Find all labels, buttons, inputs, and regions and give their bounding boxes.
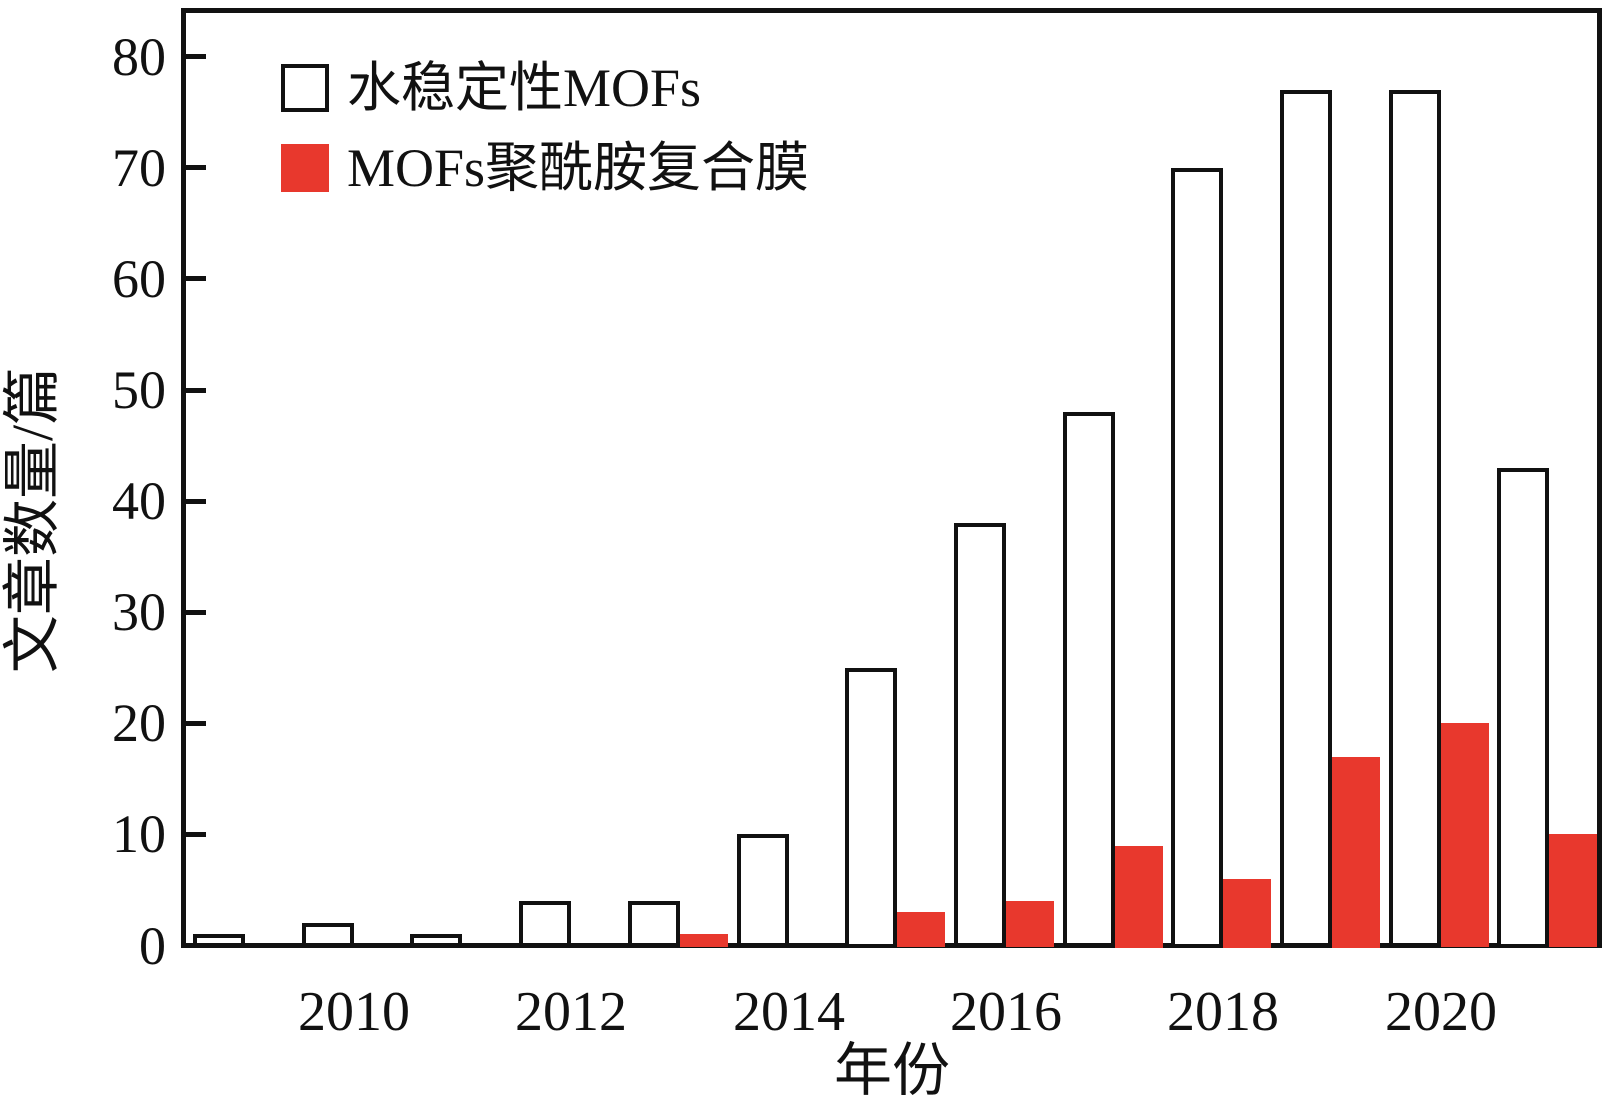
y-tick-label-30: 30 — [112, 582, 166, 642]
bar-white-2011 — [410, 934, 462, 947]
legend-swatch-red — [281, 144, 329, 192]
y-tick-label-80: 80 — [112, 27, 166, 87]
y-tick-20 — [186, 721, 206, 726]
bar-red-2013 — [680, 934, 728, 947]
x-tick-label-2020: 2020 — [1385, 981, 1497, 1043]
bar-red-2020 — [1441, 723, 1489, 947]
bar-white-2013 — [628, 901, 680, 947]
bar-red-2019 — [1332, 757, 1380, 948]
y-tick-70 — [186, 165, 206, 170]
bar-white-2019 — [1280, 90, 1332, 947]
x-tick-label-2010: 2010 — [298, 981, 410, 1043]
y-tick-80 — [186, 54, 206, 59]
y-tick-label-20: 20 — [112, 693, 166, 753]
x-tick-label-2014: 2014 — [733, 981, 845, 1043]
legend-item-mofs-polyamide-membrane: MOFs聚酰胺复合膜 — [281, 138, 809, 198]
legend: 水稳定性MOFs MOFs聚酰胺复合膜 — [281, 58, 809, 218]
bar-white-2009 — [193, 934, 245, 947]
x-tick-label-2012: 2012 — [515, 981, 627, 1043]
bar-red-2015 — [897, 912, 945, 947]
y-tick-50 — [186, 388, 206, 393]
y-tick-label-70: 70 — [112, 138, 166, 198]
y-tick-label-10: 10 — [112, 804, 166, 864]
bar-white-2010 — [302, 923, 354, 947]
bar-red-2021 — [1549, 834, 1597, 947]
bar-white-2014 — [737, 834, 789, 947]
y-axis-title: 文章数量/篇 — [0, 366, 65, 674]
y-tick-30 — [186, 610, 206, 615]
bar-white-2017 — [1063, 412, 1115, 947]
y-tick-label-50: 50 — [112, 360, 166, 420]
y-tick-10 — [186, 832, 206, 837]
y-tick-label-60: 60 — [112, 249, 166, 309]
bar-white-2018 — [1171, 168, 1223, 948]
legend-label: 水稳定性MOFs — [347, 58, 702, 118]
legend-label: MOFs聚酰胺复合膜 — [347, 138, 810, 198]
bar-white-2012 — [519, 901, 571, 947]
legend-swatch-white — [281, 64, 329, 112]
legend-item-water-stable-mofs: 水稳定性MOFs — [281, 58, 809, 118]
bar-red-2018 — [1223, 879, 1271, 948]
bar-red-2017 — [1115, 846, 1163, 948]
bar-white-2015 — [845, 668, 897, 948]
y-tick-label-0: 0 — [139, 916, 166, 976]
bar-white-2016 — [954, 523, 1006, 947]
y-tick-40 — [186, 499, 206, 504]
y-tick-60 — [186, 276, 206, 281]
x-tick-label-2016: 2016 — [950, 981, 1062, 1043]
bar-white-2020 — [1389, 90, 1441, 947]
x-tick-label-2018: 2018 — [1167, 981, 1279, 1043]
bar-red-2016 — [1006, 901, 1054, 947]
bar-white-2021 — [1497, 468, 1549, 948]
x-axis-title: 年份 — [833, 1038, 951, 1103]
y-tick-label-40: 40 — [112, 471, 166, 531]
